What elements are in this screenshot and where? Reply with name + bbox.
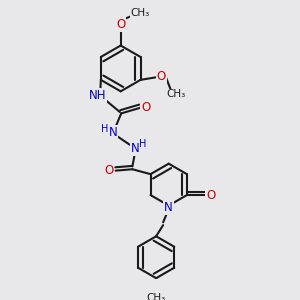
Text: H: H	[139, 139, 147, 149]
Text: N: N	[109, 126, 117, 140]
Text: H: H	[101, 124, 109, 134]
Text: NH: NH	[89, 89, 106, 102]
Text: N: N	[164, 201, 173, 214]
Text: CH₃: CH₃	[146, 293, 166, 300]
Text: O: O	[206, 189, 215, 202]
Text: O: O	[157, 70, 166, 83]
Text: O: O	[116, 18, 125, 31]
Text: CH₃: CH₃	[130, 8, 150, 18]
Text: O: O	[104, 164, 113, 177]
Text: CH₃: CH₃	[167, 89, 186, 99]
Text: O: O	[141, 101, 150, 114]
Text: N: N	[131, 142, 140, 155]
